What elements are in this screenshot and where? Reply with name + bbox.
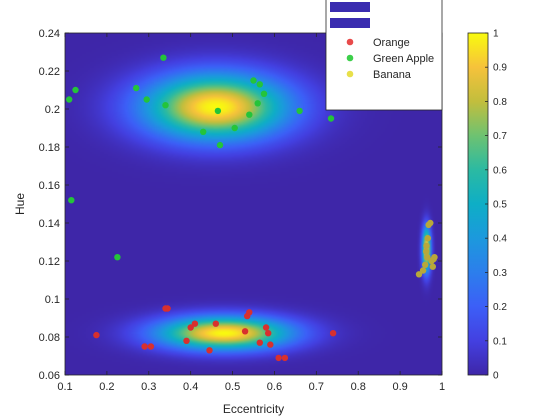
- colorbar-tick-label: 0.4: [493, 234, 507, 245]
- point-green-apple-5: [143, 96, 150, 103]
- point-banana-5: [424, 254, 431, 261]
- point-green-apple-7: [162, 102, 169, 109]
- point-green-apple-11: [231, 124, 238, 132]
- point-green-apple-10: [216, 141, 224, 149]
- legend-patch-2: [330, 18, 370, 28]
- legend-marker-banana: [346, 70, 354, 78]
- point-banana-6: [424, 235, 431, 242]
- point-green-apple-15: [256, 81, 263, 88]
- point-orange-13: [256, 339, 263, 346]
- point-banana-1: [419, 267, 427, 274]
- point-orange-10: [241, 328, 249, 335]
- legend[interactable]: Orange Green Apple Banana: [325, 0, 443, 111]
- point-green-apple-8: [200, 128, 207, 135]
- point-green-apple-17: [296, 107, 303, 115]
- point-orange-6: [187, 324, 194, 331]
- point-green-apple-9: [214, 107, 222, 115]
- point-banana-10: [429, 263, 436, 270]
- point-green-apple-0: [66, 96, 73, 103]
- point-green-apple-18: [327, 115, 335, 122]
- y-tick-label: 0.06: [39, 370, 60, 382]
- legend-marker-orange: [346, 38, 354, 46]
- point-orange-12: [246, 309, 253, 316]
- point-green-apple-14: [254, 100, 261, 107]
- point-green-apple-1: [68, 197, 75, 204]
- y-tick-label: 0.16: [39, 180, 60, 192]
- point-banana-3: [422, 248, 430, 255]
- point-green-apple-4: [133, 84, 140, 92]
- point-orange-18: [281, 354, 289, 362]
- point-orange-0: [93, 331, 100, 339]
- scatter-points: [66, 54, 438, 362]
- x-axis-title: Eccentricity: [223, 402, 284, 416]
- x-tick-label: 0.5: [225, 381, 240, 393]
- plot-frame: [64, 32, 443, 376]
- point-orange-7: [191, 320, 199, 327]
- point-orange-19: [329, 330, 337, 337]
- x-tick-label: 0.8: [351, 381, 366, 393]
- legend-entries: Orange Green Apple Banana: [346, 37, 434, 81]
- x-tick-label: 0.4: [183, 381, 198, 393]
- point-orange-1: [141, 343, 148, 350]
- colorbar-tick-label: 0.8: [493, 97, 507, 108]
- colorbar-tick-label: 0.9: [493, 63, 507, 74]
- colorbar-tick-label: 0: [493, 371, 499, 382]
- y-tick-label: 0.1: [45, 294, 60, 306]
- x-tick-label: 0.6: [267, 381, 282, 393]
- colorbar-tick-label: 0.5: [493, 200, 507, 211]
- point-banana-0: [415, 271, 423, 278]
- y-axis-title: Hue: [13, 193, 27, 215]
- point-green-apple-6: [160, 54, 167, 61]
- legend-label: Orange: [373, 37, 410, 49]
- colorbar-tick-label: 0.7: [493, 131, 507, 142]
- colorbar-tick-label: 0.1: [493, 336, 507, 347]
- y-tick-label: 0.08: [39, 332, 60, 344]
- legend-patch-1: [330, 2, 370, 12]
- x-tick-label: 0.9: [392, 381, 407, 393]
- x-tick-label: 0.7: [309, 381, 324, 393]
- point-orange-17: [275, 354, 282, 362]
- legend-label: Green Apple: [373, 53, 434, 65]
- y-tick-label: 0.22: [39, 66, 60, 78]
- y-tick-label: 0.2: [45, 104, 60, 116]
- y-tick-label: 0.24: [39, 28, 60, 40]
- colorbar: 0 0.1 0.2 0.3 0.4 0.5 0.6 0.7 0.8 0.9 1: [467, 29, 507, 382]
- point-banana-8: [427, 219, 434, 227]
- y-axis: 0.06 0.08 0.1 0.12 0.14 0.16 0.18 0.2 0.22 0.24: [39, 28, 442, 382]
- point-orange-16: [267, 341, 274, 348]
- colorbar-tick-label: 0.3: [493, 268, 507, 279]
- y-tick-label: 0.18: [39, 142, 60, 154]
- point-banana-12: [431, 254, 438, 261]
- point-orange-14: [262, 324, 270, 331]
- legend-marker-green-apple: [346, 54, 354, 62]
- point-orange-9: [212, 320, 219, 327]
- y-tick-label: 0.12: [39, 256, 60, 268]
- colorbar-ticks: 0 0.1 0.2 0.3 0.4 0.5 0.6 0.7 0.8 0.9 1: [485, 29, 507, 382]
- point-orange-8: [206, 347, 213, 354]
- point-green-apple-12: [246, 111, 253, 118]
- point-orange-15: [265, 330, 272, 337]
- y-tick-label: 0.14: [39, 218, 60, 230]
- point-green-apple-16: [260, 90, 268, 98]
- point-orange-2: [147, 343, 155, 350]
- x-tick-label: 0.3: [141, 381, 156, 393]
- point-green-apple-2: [72, 86, 79, 94]
- point-green-apple-13: [250, 77, 257, 84]
- colorbar-tick-label: 1: [493, 29, 499, 40]
- x-tick-label: 0.1: [57, 381, 72, 393]
- point-banana-4: [423, 242, 430, 249]
- legend-label: Banana: [373, 69, 412, 81]
- point-green-apple-3: [114, 254, 121, 261]
- colorbar-tick-label: 0.6: [493, 165, 507, 176]
- point-orange-5: [183, 337, 190, 344]
- point-banana-2: [422, 261, 429, 268]
- point-orange-4: [164, 305, 171, 312]
- x-tick-label: 0.2: [99, 381, 114, 393]
- x-tick-label: 1: [439, 381, 445, 393]
- colorbar-tick-label: 0.2: [493, 302, 507, 313]
